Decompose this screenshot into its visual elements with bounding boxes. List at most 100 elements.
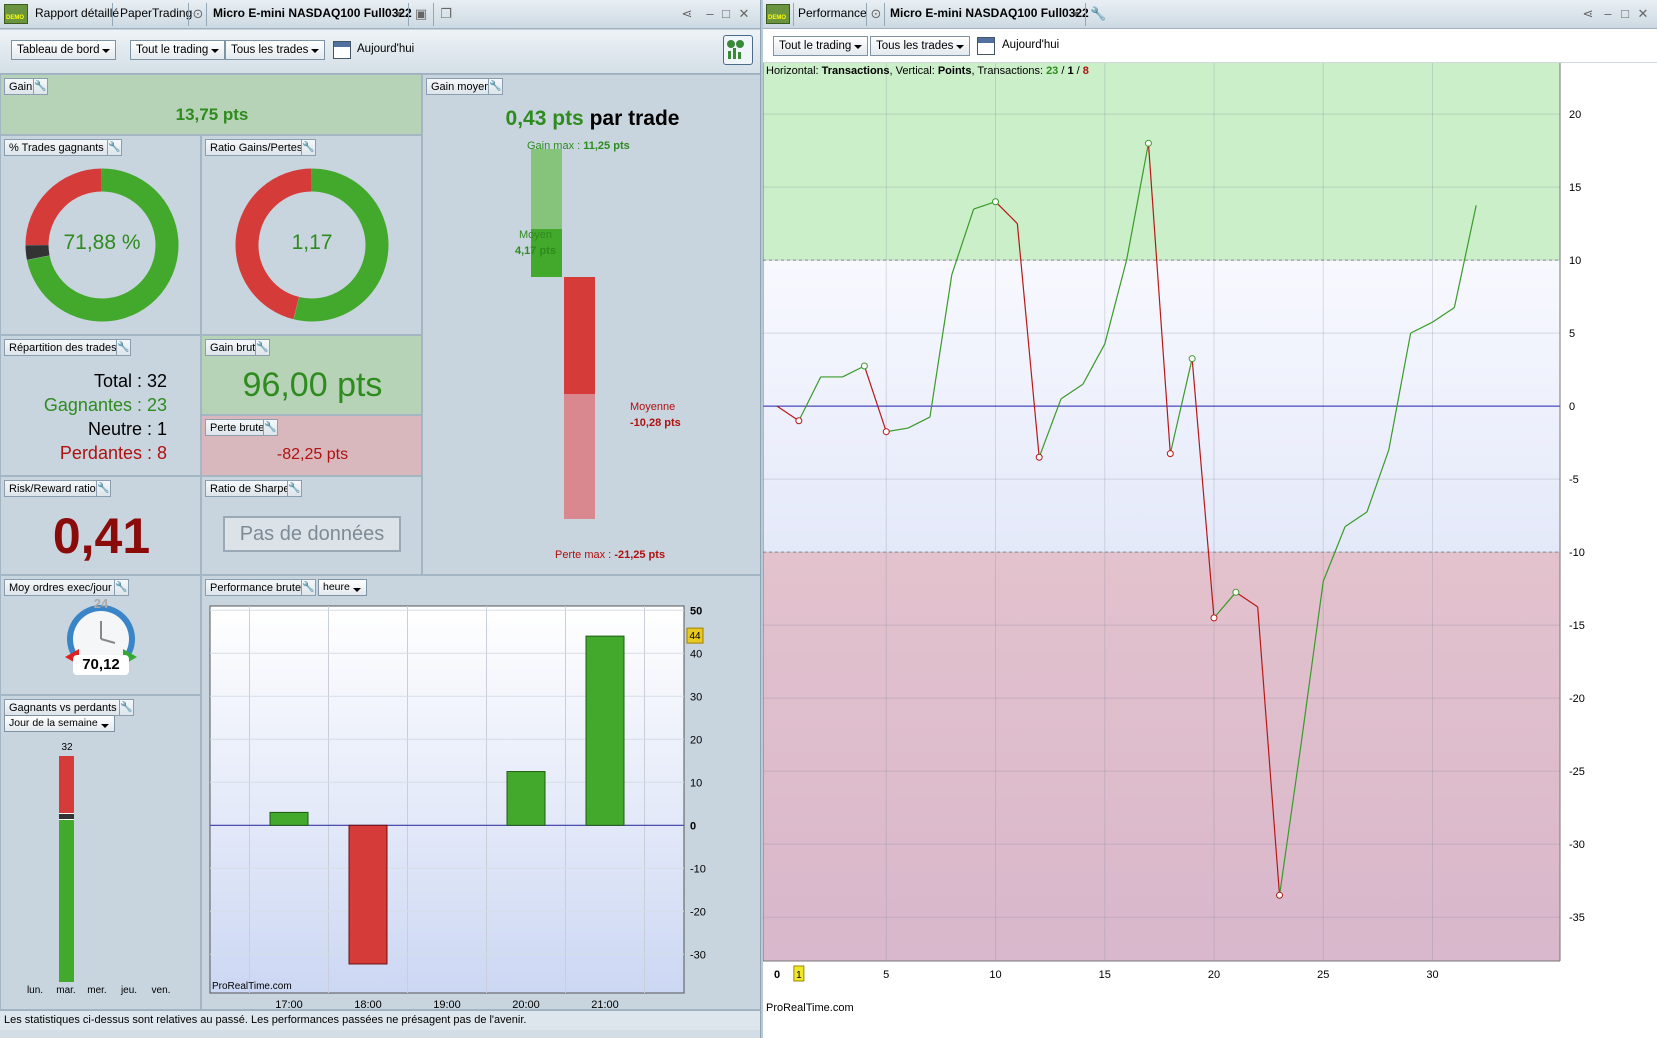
calendar-icon[interactable] [977,37,995,55]
trading-filter-select[interactable]: Tout le trading [130,40,226,60]
wrench-icon[interactable]: 🔧 [119,699,134,716]
win-segment [27,168,179,322]
wrench-icon[interactable]: 🔧 [287,480,302,497]
y-tick-label: -15 [1569,620,1585,632]
moyenne-label: Moyenne [630,401,676,413]
demo-logo-icon [766,4,790,24]
chart-export-icon[interactable]: ▣ [414,6,428,21]
report-window: Rapport détaillé PaperTrading ⊙ Micro E-… [0,0,761,1038]
risk-reward-value: 0,41 [52,508,151,564]
chevron-down-icon[interactable]: ▼ [394,9,404,19]
x-tick-label: 10 [989,969,1001,981]
dashboard-settings-icon[interactable] [723,35,753,65]
equity-segment [1410,321,1433,334]
chevron-down-icon[interactable]: ▼ [1071,9,1081,19]
gross-loss-value: -82,25 pts [276,446,349,463]
panel-title: Répartition des trades [4,339,122,356]
x-tick-label: 21:00 [591,999,619,1009]
wrench-icon[interactable]: 🔧 [255,339,270,356]
moyen-value: 4,17 pts [515,245,556,257]
gain-panel: Gain 🔧 13,75 pts [0,74,422,135]
maximize-icon[interactable]: □ [722,6,730,21]
date-range-label[interactable]: Aujourd'hui [1002,39,1060,51]
instrument-selector[interactable]: Micro E-mini NASDAQ100 Full0322 [213,6,412,20]
weekday-loss-segment [59,756,74,813]
y-tick-label: 15 [1569,182,1581,194]
equity-segment [842,365,865,378]
equity-segment [886,427,909,433]
gross-gain-panel: Gain brut 🔧 96,00 pts [201,335,422,415]
bottom-border [0,1030,760,1038]
trading-filter-select[interactable]: Tout le trading [773,36,869,56]
close-icon[interactable]: ✕ [738,6,750,21]
report-titlebar: Rapport détaillé PaperTrading ⊙ Micro E-… [0,0,760,29]
panel-title: % Trades gagnants [4,139,109,156]
win-rate-value: 71,88 % [63,231,141,254]
y-tick-label: 50 [690,605,702,617]
calendar-icon[interactable] [333,41,351,59]
x-origin-label: 0 [774,969,780,981]
y-tick-label: 10 [1569,255,1581,267]
equity-segment [1322,526,1346,582]
equity-segment [798,376,822,422]
timeframe-select[interactable]: heure [318,579,367,596]
bar [506,771,546,826]
copy-icon[interactable]: ❐ [440,6,452,21]
x-marker-label: 1 [796,970,802,981]
period-select[interactable]: Jour de la semaine [4,715,115,732]
wrench-icon[interactable]: 🔧 [114,579,129,596]
y-tick-label: 10 [690,777,702,789]
close-icon[interactable]: ✕ [1637,6,1649,21]
panel-title: Gain moyen [426,78,496,95]
link-icon[interactable]: ⊙ [870,6,882,21]
tab-performance[interactable]: Performance [798,6,867,20]
wrench-icon[interactable]: 🔧 [1090,6,1107,21]
distribution-list: Total : 32 Gagnantes : 23 Neutre : 1 Per… [44,369,167,465]
date-range-label[interactable]: Aujourd'hui [357,43,415,55]
wrench-icon[interactable]: 🔧 [301,579,316,596]
wrench-icon[interactable]: 🔧 [33,78,48,95]
equity-segment [1300,581,1324,743]
x-tick-label: 19:00 [433,999,461,1009]
share-icon[interactable]: ⋖ [1582,6,1594,21]
trades-filter-select[interactable]: Tous les trades [870,36,971,56]
equity-segment [1388,333,1412,451]
maximize-icon[interactable]: □ [1621,6,1629,21]
panel-title: Risk/Reward ratio [4,480,101,497]
moyen-label: Moyen [519,229,553,241]
minimize-icon[interactable]: – [1604,6,1612,21]
instrument-selector[interactable]: Micro E-mini NASDAQ100 Full0322 [890,6,1089,20]
turning-point [1276,891,1284,899]
tab-rapport-detaille[interactable]: Rapport détaillé [35,6,120,20]
y-tick-label: -25 [1569,766,1585,778]
gross-gain-value: 96,00 pts [242,366,383,404]
wrench-icon[interactable]: 🔧 [488,78,503,95]
bar [348,824,388,965]
dashboard-select[interactable]: Tableau de bord [11,40,117,60]
x-tick-label: 20 [1208,969,1220,981]
average-gain-headline: 0,43 pts par trade [423,107,760,131]
tab-papertrading[interactable]: PaperTrading [120,6,193,20]
wrench-icon[interactable]: 🔧 [107,139,122,156]
loss-segment [25,168,103,246]
wrench-icon[interactable]: 🔧 [96,480,111,497]
wrench-icon[interactable]: 🔧 [263,419,278,436]
watermark: ProRealTime.com [212,981,292,992]
y-tick-label: -10 [1569,547,1585,559]
minimize-icon[interactable]: – [706,6,714,21]
equity-segment [1213,591,1237,619]
panel-title: Ratio de Sharpe [205,480,295,497]
wrench-icon[interactable]: 🔧 [116,339,131,356]
share-icon[interactable]: ⋖ [681,6,693,21]
gain-loss-donut [235,168,389,322]
link-icon[interactable]: ⊙ [192,6,204,21]
wrench-icon[interactable]: 🔧 [301,139,316,156]
sharpe-ratio-panel: Ratio de Sharpe 🔧 Pas de données [201,476,422,575]
x-marker [793,965,805,982]
performance-toolbar: Tout le trading Tous les trades Aujourd'… [763,30,1657,63]
trades-filter-select[interactable]: Tous les trades [225,40,326,60]
watermark: ProRealTime.com [766,1002,854,1014]
gain-value: 13,75 pts [175,105,249,124]
last-value-marker [686,627,704,644]
equity-segment [1344,511,1368,528]
